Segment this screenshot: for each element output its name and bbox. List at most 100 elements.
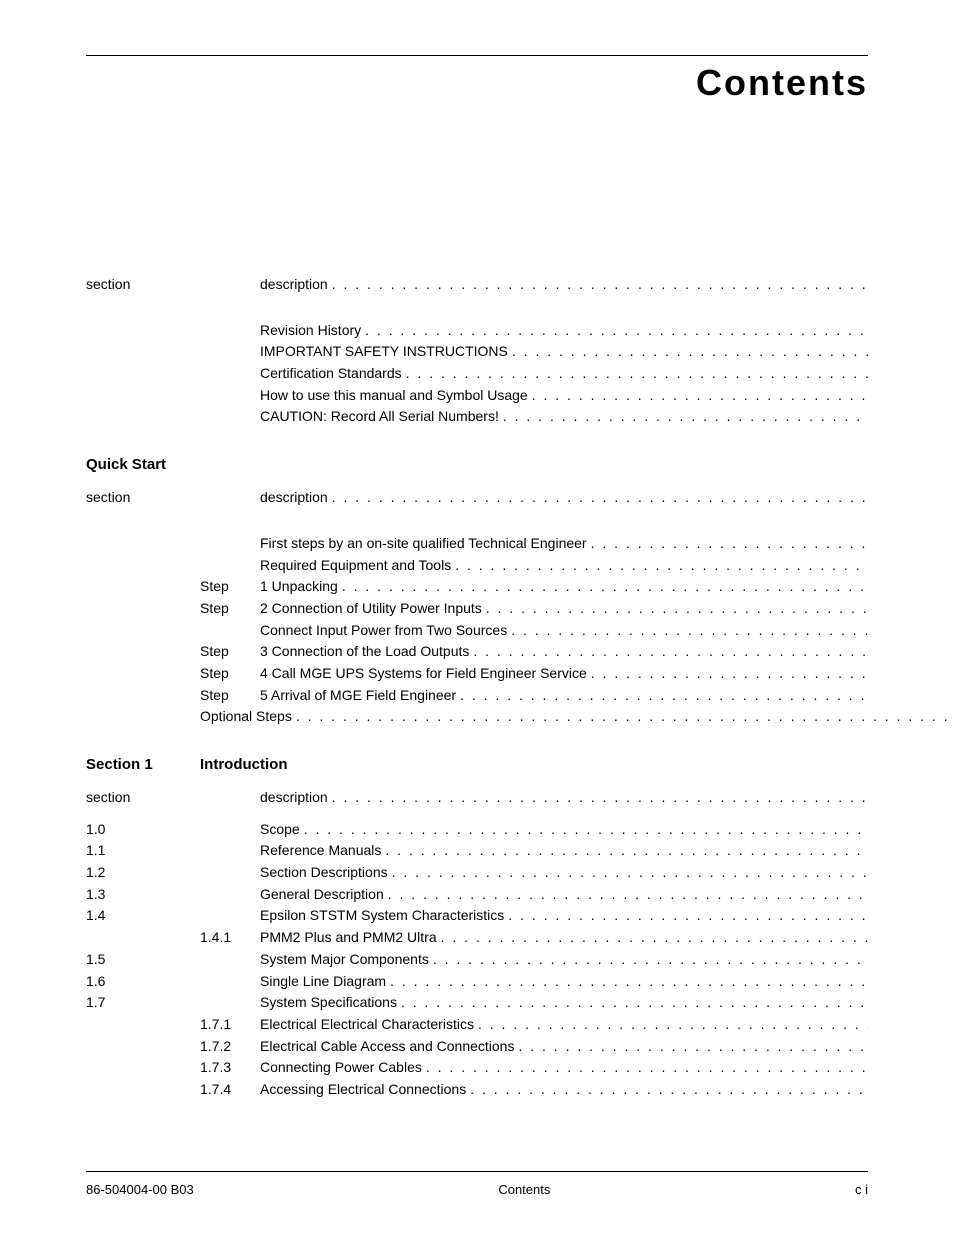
- entry-rest: Certification Standardsii: [260, 363, 868, 385]
- entry-spacer: [86, 385, 260, 407]
- entry-rest: Revision Historyi: [260, 320, 868, 342]
- entry-section-num: [86, 685, 200, 707]
- entry-subsection: [200, 949, 260, 971]
- leader-dots: [504, 905, 868, 927]
- toc-entry: 1.4Epsilon STSTM System Characteristics1…: [86, 905, 868, 927]
- entry-description: Section Descriptions: [260, 862, 388, 884]
- entry-desc-page: Electrical Cable Access and Connections1…: [260, 1036, 868, 1058]
- entry-section-num: [86, 663, 200, 685]
- toc-entry: Connect Input Power from Two SourcesQS —…: [86, 620, 868, 642]
- entry-desc-page: Connecting Power Cables1 — 9: [260, 1057, 868, 1079]
- toc-entry: 1.7.4Accessing Electrical Connections1 —…: [86, 1079, 868, 1101]
- entry-description: Connecting Power Cables: [260, 1057, 422, 1079]
- entry-subsection: [200, 840, 260, 862]
- toc-entry: Step2 Connection of Utility Power Inputs…: [86, 598, 868, 620]
- entry-rest: How to use this manual and Symbol Usagei…: [260, 385, 868, 407]
- toc-entry: 1.7.2Electrical Cable Access and Connect…: [86, 1036, 868, 1058]
- toc-header-row: section description page: [86, 274, 868, 296]
- leader-dots: [474, 1014, 868, 1036]
- toc-entry: 1.1 Reference Manuals1 — 1: [86, 840, 868, 862]
- entry-subsection: [200, 971, 260, 993]
- page-footer: 86-504004-00 B03 Contents c i: [86, 1171, 868, 1197]
- toc-entry: 1.4.1PMM2 Plus and PMM2 Ultra1 — 4: [86, 927, 868, 949]
- leader-dots: [507, 620, 868, 642]
- leader-dots: [466, 1079, 868, 1101]
- entry-section-num: 1.2: [86, 862, 200, 884]
- entry-subsection: [200, 555, 260, 577]
- entry-section-num: [86, 927, 200, 949]
- entry-description: Connect Input Power from Two Sources: [260, 620, 507, 642]
- entry-desc-page: 5 Arrival of MGE Field EngineerQS —5: [260, 685, 868, 707]
- leader-dots: [300, 819, 868, 841]
- entry-description: PMM2 Plus and PMM2 Ultra: [260, 927, 437, 949]
- toc-entry: 1.0Scope1 — 1: [86, 819, 868, 841]
- entry-section-num: [86, 533, 200, 555]
- entry-section-num: 1.0: [86, 819, 200, 841]
- entry-rest: Reference Manuals1 — 1: [260, 840, 868, 862]
- toc-entry: 1.2 Section Descriptions1 — 1: [86, 862, 868, 884]
- entry-description: Certification Standards: [260, 363, 402, 385]
- toc-entry: How to use this manual and Symbol Usagei…: [86, 385, 868, 407]
- entry-rest: System Specifications1 — 8: [260, 992, 868, 1014]
- entry-description: Accessing Electrical Connections: [260, 1079, 466, 1101]
- toc-entry: CAUTION: Record All Serial Numbers!iv: [86, 406, 868, 428]
- entry-rest: Section Descriptions1 — 1: [260, 862, 868, 884]
- entry-section-num: [86, 641, 200, 663]
- section1-number: Section 1: [86, 756, 200, 773]
- entry-section-num: 1.1: [86, 840, 200, 862]
- header-description-label-qs: description: [260, 487, 328, 509]
- entry-rest: 3 Connection of the Load OutputsQS —4: [260, 641, 868, 663]
- toc-entry: Required Equipment and ToolsQS —1: [86, 555, 868, 577]
- entry-spacer: [86, 706, 200, 728]
- leader-dots: [456, 685, 868, 707]
- entry-description: Reference Manuals: [260, 840, 381, 862]
- entry-desc-page: Epsilon STSTM System Characteristics1 — …: [260, 905, 868, 927]
- entry-rest: General Description1 — 2: [260, 884, 868, 906]
- toc-entry: 1.7.3Connecting Power Cables1 — 9: [86, 1057, 868, 1079]
- entry-subsection: 1.7.1: [200, 1014, 260, 1036]
- leader-dots: [397, 992, 868, 1014]
- entry-rest: PMM2 Plus and PMM2 Ultra1 — 4: [260, 927, 868, 949]
- entry-section-num: [86, 1057, 200, 1079]
- leader-dots: [386, 971, 868, 993]
- entry-subsection: 1.7.3: [200, 1057, 260, 1079]
- header-description-label: description: [260, 274, 328, 296]
- entry-rest: First steps by an on-site qualified Tech…: [260, 533, 868, 555]
- entry-description: 1 Unpacking: [260, 576, 338, 598]
- entry-subsection: 1.4.1: [200, 927, 260, 949]
- entry-rest: 5 Arrival of MGE Field EngineerQS —5: [260, 685, 868, 707]
- section-heading-1: Section 1 Introduction: [86, 756, 868, 773]
- section-heading-quickstart: Quick Start: [86, 456, 868, 473]
- entry-description: 5 Arrival of MGE Field Engineer: [260, 685, 456, 707]
- entry-rest: Accessing Electrical Connections1 — 10: [260, 1079, 868, 1101]
- toc-entry: 1.5System Major Components1 — 5: [86, 949, 868, 971]
- entry-rest: CAUTION: Record All Serial Numbers!iv: [260, 406, 868, 428]
- footer-center: Contents: [498, 1182, 550, 1197]
- toc-entry: Step4 Call MGE UPS Systems for Field Eng…: [86, 663, 868, 685]
- entry-section-num: 1.7: [86, 992, 200, 1014]
- leader-dots: [381, 840, 868, 862]
- entry-section-num: [86, 1014, 200, 1036]
- toc-header-row-s1: section description page: [86, 787, 868, 809]
- header-spacer-s1: [200, 787, 260, 809]
- entry-section-num: 1.3: [86, 884, 200, 906]
- footer-rule: [86, 1171, 868, 1172]
- entry-section-num: 1.5: [86, 949, 200, 971]
- leader-dots: [422, 1057, 868, 1079]
- leader-dots: [508, 341, 868, 363]
- toc-entry: Revision Historyi: [86, 320, 868, 342]
- entry-desc-page: Required Equipment and ToolsQS —1: [260, 555, 868, 577]
- entry-desc-page: Reference Manuals1 — 1: [260, 840, 868, 862]
- entry-subsection: [200, 620, 260, 642]
- entry-spacer: [86, 406, 260, 428]
- entry-description: System Specifications: [260, 992, 397, 1014]
- entry-description: Electrical Electrical Characteristics: [260, 1014, 474, 1036]
- title-block: Contents: [86, 62, 868, 104]
- entry-description: Single Line Diagram: [260, 971, 386, 993]
- toc-entry: Step5 Arrival of MGE Field EngineerQS —5: [86, 685, 868, 707]
- entry-description: Required Equipment and Tools: [260, 555, 451, 577]
- leader-dots: [499, 406, 868, 428]
- toc-entry: Certification Standardsii: [86, 363, 868, 385]
- entry-desc-page: Connect Input Power from Two SourcesQS —…: [260, 620, 868, 642]
- entry-desc-page: 2 Connection of Utility Power InputsQS —…: [260, 598, 868, 620]
